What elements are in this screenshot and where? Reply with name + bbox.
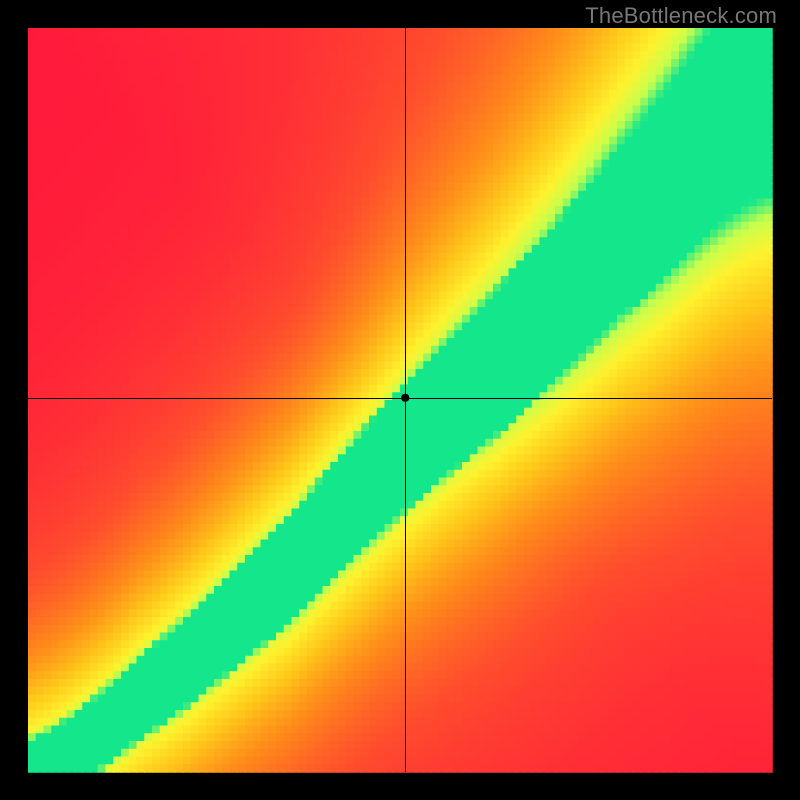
watermark-text: TheBottleneck.com <box>585 3 777 29</box>
chart-container: { "canvas": { "width": 800, "height": 80… <box>0 0 800 800</box>
crosshair-overlay <box>0 0 800 800</box>
